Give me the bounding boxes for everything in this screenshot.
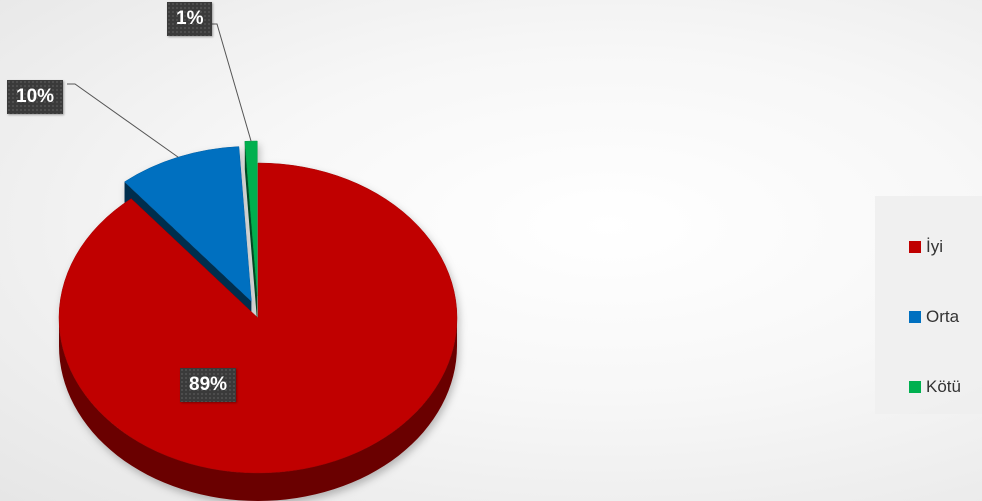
slice-side-iyi bbox=[59, 318, 457, 501]
data-label-orta: 10% bbox=[7, 80, 64, 114]
leader-line-kotu bbox=[209, 23, 252, 142]
legend-swatch-kotu bbox=[909, 381, 921, 393]
legend-item-orta: Orta bbox=[909, 302, 982, 332]
legend-item-kotu: Kötü bbox=[909, 372, 982, 402]
data-label-kotu: 1% bbox=[167, 2, 213, 36]
legend-label-kotu: Kötü bbox=[926, 377, 961, 396]
legend-label-iyi: İyi bbox=[926, 237, 943, 256]
legend: İyi Orta Kötü bbox=[875, 196, 982, 414]
slice-kotu bbox=[244, 140, 258, 297]
slice-wall-kotu bbox=[244, 141, 258, 325]
slice-orta bbox=[124, 146, 252, 302]
leader-line-orta bbox=[67, 83, 179, 158]
legend-swatch-iyi bbox=[909, 241, 921, 253]
data-label-iyi: 89% bbox=[180, 368, 237, 402]
legend-label-orta: Orta bbox=[926, 307, 960, 326]
legend-swatch-orta bbox=[909, 311, 921, 323]
slice-iyi bbox=[58, 162, 458, 474]
legend-item-iyi: İyi bbox=[909, 232, 982, 262]
